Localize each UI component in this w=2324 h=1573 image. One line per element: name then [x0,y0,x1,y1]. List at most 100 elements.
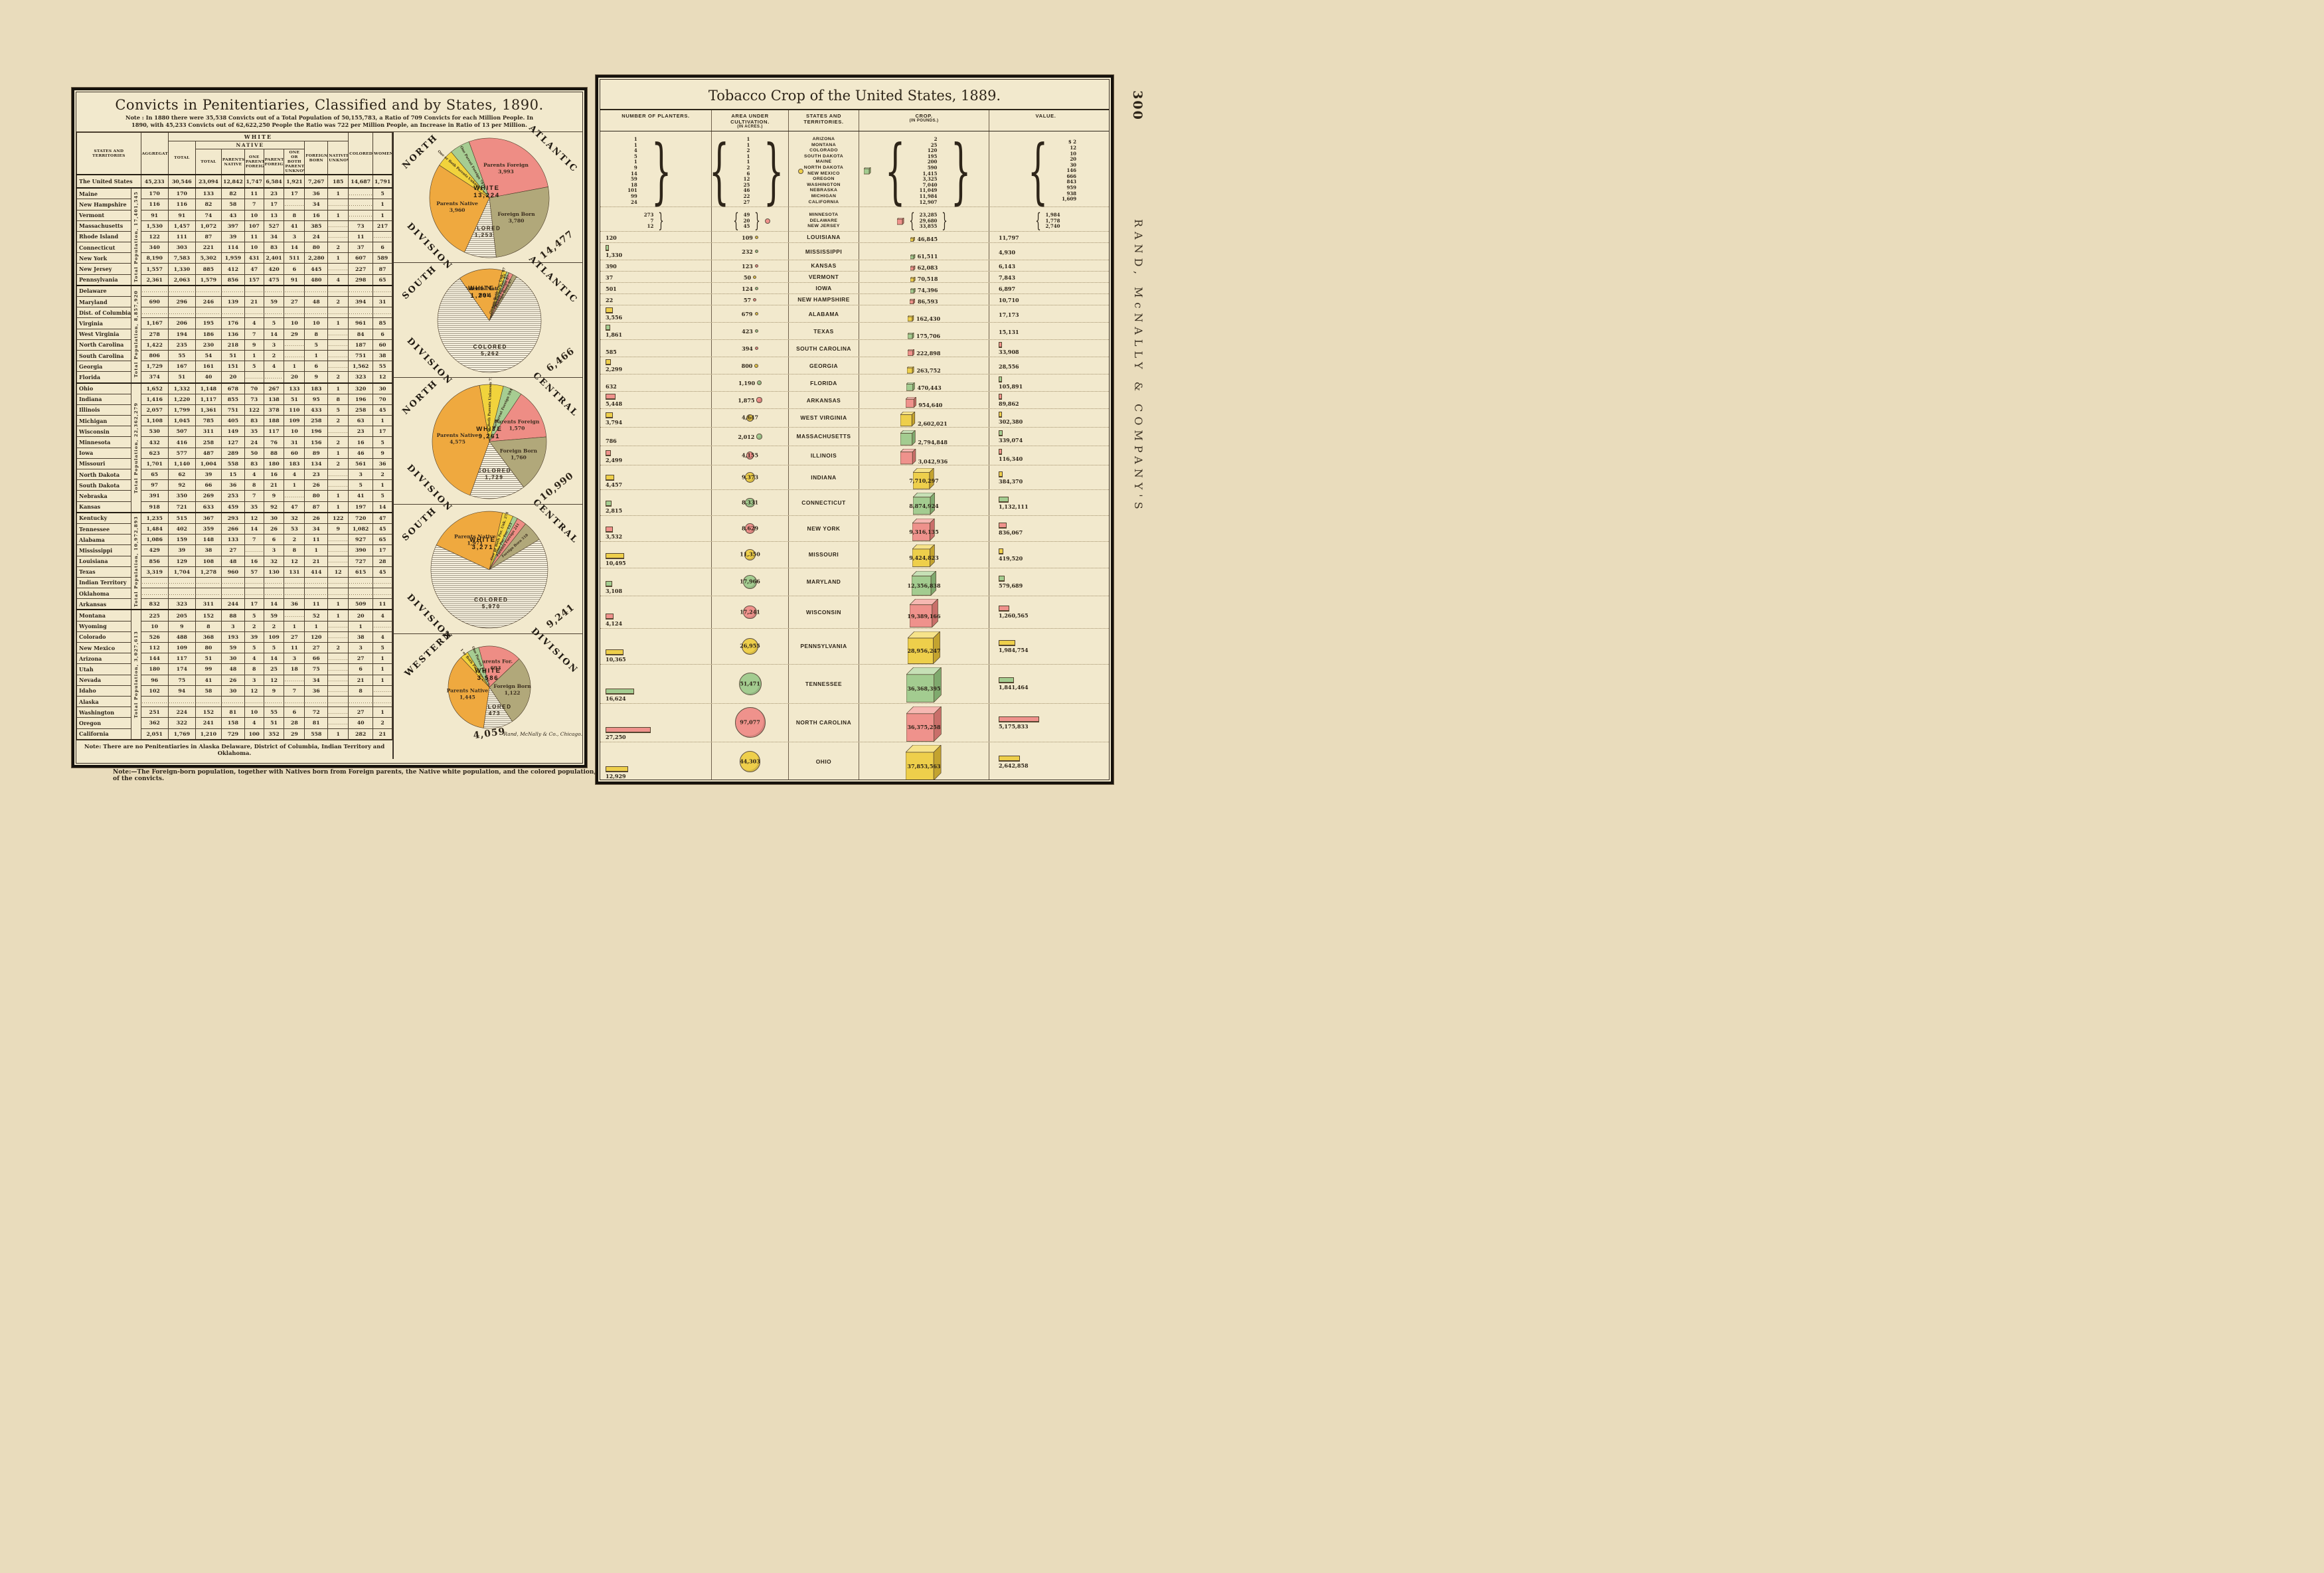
acres-circle: 51,471 [738,672,762,695]
dotted-leader [285,205,304,206]
state-cell: West Virginia [789,409,859,427]
pie-slice-parents-native [429,165,490,253]
value-cell: 7,843 [989,272,1102,282]
crop-cell: 70,518 [859,272,989,282]
table-cell: 117 [263,426,285,438]
table-cell: 196 [304,426,329,438]
value-cell: 384,370 [989,465,1102,489]
state-label: Vermont [808,274,839,280]
table-cell: 6 [373,328,392,340]
table-cell: 9 [167,620,196,632]
table-row: Maryland 690 296 246 139 21 59 27 48 2 394 31 [76,295,392,308]
table-cell: 34 [263,230,285,243]
crop-cell: 19,389,166 [859,596,989,628]
state-cell: Illinois [789,446,859,465]
table-cell: 1,729 [140,361,169,373]
acres-number: 394 [742,345,753,352]
crop-cube [907,366,914,374]
acres-number: 123 [742,262,753,270]
table-cell [373,284,392,297]
table-cell: 161 [195,361,222,373]
table-cell: 394 [348,295,374,308]
table-cell: 87 [373,263,392,275]
table-cell: 196 [348,393,374,405]
table-cell [284,674,305,686]
division-population-label: Total Population, 8,857,920 [131,284,141,383]
acres-number: 22 [743,193,750,199]
table-cell: 17 [244,598,264,610]
dotted-leader [349,594,373,595]
brace-glyph: } [951,129,971,212]
planters-cell: 5,448 [600,392,712,408]
table-cell: 11 [373,598,392,610]
table-cell: 26 [263,523,285,535]
table-cell: 1 [327,187,349,200]
planters-cell: 585 [600,340,712,357]
state-label: Alabama [808,310,839,317]
value-cell: 1,841,464 [989,665,1102,703]
value-number: 33,908 [999,349,1019,355]
table-cell: 65 [373,274,392,286]
value-cell: 302,380 [989,409,1102,427]
table-cell: 16 [244,555,264,567]
acres-cell: 4,647 [712,409,789,427]
table-cell: 70 [373,393,392,405]
state-name: Alaska [76,695,132,708]
table-cell [244,307,264,319]
planters-number: 16,624 [606,695,626,702]
svg-text:1,971: 1,971 [467,540,483,546]
table-cell: 1,921 [284,174,305,189]
table-cell: 40 [348,717,374,729]
table-cell: 1 [373,706,392,718]
table-cell: 1,330 [167,263,196,275]
acres-cell: 394 [712,340,789,357]
crop-cube [900,430,916,446]
note-line-1: In 1880 there were 35,538 Convicts out o… [145,114,534,121]
state-name: Florida [76,371,132,383]
group-acres: {1 1 2 1 1 2 6 12 25 46 22 27} [709,131,803,211]
header-colored: Colored [348,132,374,175]
planters-bar [606,412,614,418]
table-cell: 1 [284,620,305,632]
table-row: Washington 251 224 152 81 10 55 6 72 27 1 [76,706,392,718]
acres-circle [754,250,758,253]
table-cell: 5 [373,490,392,502]
state-name: Oklahoma [76,588,132,600]
state-cell: Wisconsin [789,596,859,628]
table-cell: 83 [244,457,264,470]
svg-text:4,575: 4,575 [450,439,465,445]
table-cell: 48 [220,663,245,675]
planters-number: 1 [633,136,637,143]
dotted-leader [285,583,304,584]
table-cell: 480 [304,274,329,286]
table-row: Oregon 362 322 241 158 4 51 28 81 40 2 [76,717,392,729]
value-number: 7,843 [999,274,1016,281]
planters-cell: 12,929 [600,742,712,780]
table-cell [263,588,285,600]
table-cell: 11 [284,641,305,654]
brace-glyph: { [732,209,739,233]
svg-text:1,760: 1,760 [511,455,527,461]
table-cell: 195 [195,317,222,329]
table-cell: 4 [284,468,305,481]
value-number: 6,897 [999,286,1016,292]
table-cell: 45 [373,404,392,416]
planters-number: 3,532 [606,533,623,540]
table-row: Wyoming 10 9 8 3 2 2 1 1 1 [76,620,392,632]
table-cell: 39 [220,230,245,243]
group-crop: {23,285 29,680 33,855} [859,207,989,235]
table-cell [327,620,349,632]
table-cell: 267 [263,382,285,394]
planters-number: 585 [606,349,617,355]
table-cell: 186 [195,328,222,340]
table-cell: 89 [304,447,329,459]
tobacco-row-west-virginia: 3,794 4,647 West Virginia 2,602,021 302,380 [600,409,1109,428]
dotted-leader [329,485,348,487]
tobacco-row-louisiana: 120 109 Louisiana 46,845 11,797 [600,232,1109,243]
value-number: 30 [1070,161,1077,168]
table-row: Texas 3,319 1,704 1,278 960 57 130 131 414 12 615 4… [76,566,392,578]
column-header: One Parent Foreign [244,149,264,175]
dotted-leader [264,313,284,314]
table-cell [327,220,349,232]
table-row: Dist. of Columbia [76,307,392,319]
